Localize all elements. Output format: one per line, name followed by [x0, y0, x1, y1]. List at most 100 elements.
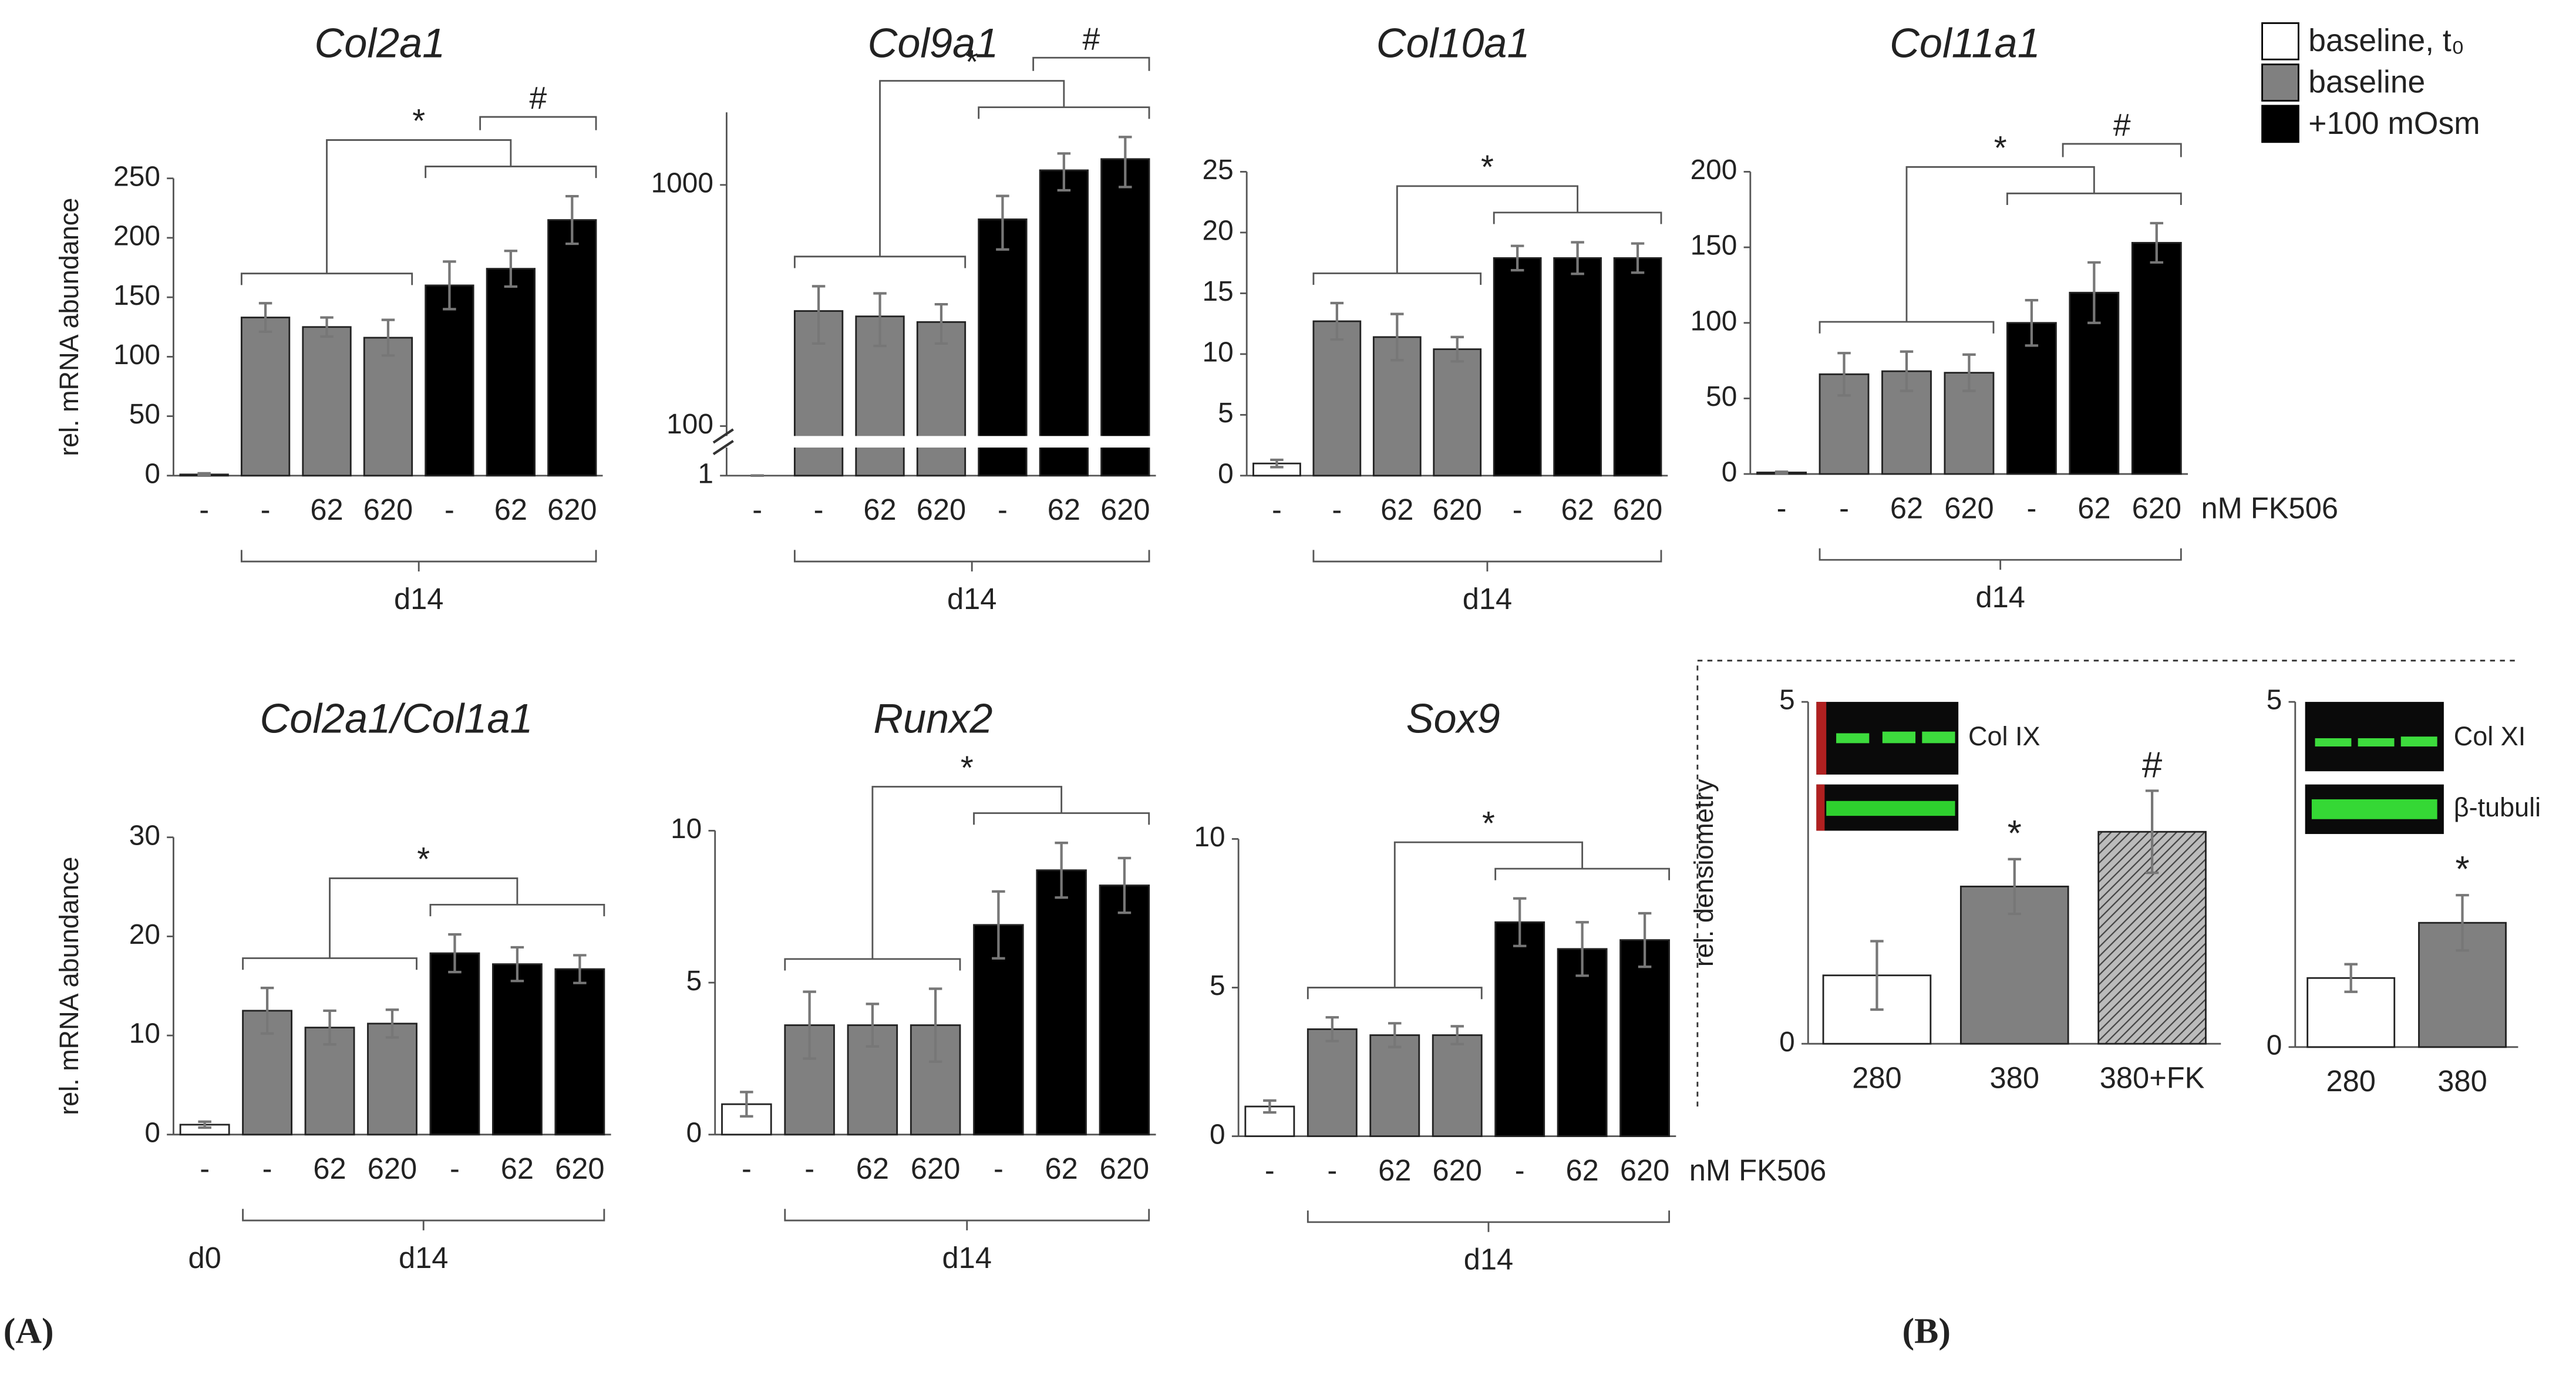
error-bar [811, 285, 826, 345]
x-tick-label: 62 [863, 493, 896, 526]
error-bar [996, 194, 1009, 251]
bar [486, 268, 536, 477]
x-tick-label: - [262, 1152, 272, 1185]
x-tick-label: 620 [363, 493, 413, 526]
bar [1432, 1034, 1483, 1138]
error-bar [2025, 299, 2039, 347]
significance-label: * [965, 43, 978, 80]
y-tick-label: 100 [113, 339, 160, 371]
chart-title: Sox9 [1406, 695, 1500, 741]
legend-label: baseline, t₀ [2308, 23, 2464, 58]
group-bracket [1306, 1210, 1671, 1232]
significance-label: * [1481, 149, 1494, 186]
x-tick-label: 62 [1380, 493, 1413, 526]
y-tick-label: 100 [1691, 305, 1737, 337]
x-tick-label: 620 [917, 493, 966, 526]
x-tick-label: - [2026, 491, 2036, 524]
x-tick-label: 620 [1433, 493, 1482, 526]
error-bar [2145, 789, 2159, 875]
x-tick-label: 620 [1944, 491, 1994, 524]
group-bracket [784, 1209, 1150, 1230]
bar [1312, 320, 1362, 477]
group-label: d14 [947, 582, 996, 615]
error-bar [1774, 470, 1789, 475]
bar [429, 952, 480, 1136]
error-bar [2344, 963, 2358, 993]
panel-label: (B) [1902, 1311, 1951, 1351]
x-tick-label: - [1515, 1153, 1525, 1187]
y-tick-label: 0 [2267, 1030, 2282, 1061]
group-label: d14 [1975, 580, 2025, 614]
error-bar [866, 1003, 880, 1048]
error-bar [2150, 221, 2164, 264]
error-bar [1575, 921, 1589, 977]
error-bar [573, 954, 587, 984]
bar [1036, 869, 1087, 1136]
group-label: d0 [188, 1241, 221, 1274]
x-tick-label: 62 [1565, 1153, 1598, 1187]
bar [1306, 1028, 1358, 1138]
x-tick-label: - [1265, 1153, 1275, 1187]
y-tick-label: 1000 [651, 167, 713, 199]
error-bar [2008, 857, 2022, 916]
x-tick-label: - [1327, 1153, 1337, 1187]
significance-label: * [412, 102, 425, 139]
group-label: d14 [399, 1241, 448, 1274]
x-tick-label: 620 [1433, 1153, 1482, 1187]
error-bar [323, 1009, 336, 1046]
y-tick-label: 10 [1203, 337, 1234, 368]
significance-bracket [1306, 841, 1671, 1000]
bar [1494, 921, 1545, 1138]
x-tick-label: - [1513, 493, 1523, 526]
error-bar [197, 472, 211, 477]
x-tick-label: - [200, 1152, 210, 1185]
y-tick-label: 0 [686, 1117, 702, 1148]
x-tick-label: 62 [494, 493, 527, 526]
error-bar [260, 987, 274, 1035]
error-bar [258, 302, 272, 333]
y-tick-label: 150 [1691, 230, 1737, 261]
error-bar [1837, 352, 1851, 397]
significance-label: * [1482, 805, 1495, 842]
x-tick-label: 62 [856, 1152, 889, 1185]
x-tick-label: - [1272, 493, 1282, 526]
x-tick-label: 620 [1100, 493, 1150, 526]
error-bar [1631, 242, 1645, 274]
bar [1433, 348, 1482, 477]
y-tick-label: 0 [1722, 457, 1737, 488]
y-tick-label: 5 [1210, 970, 1225, 1001]
error-bar [803, 990, 816, 1060]
y-tick-label: 0 [1210, 1119, 1225, 1150]
bar [2306, 977, 2396, 1048]
significance-label: # [2113, 108, 2131, 143]
error-bar [1263, 1099, 1277, 1114]
error-bar [381, 318, 395, 357]
bar [1100, 158, 1150, 477]
group-bracket [1819, 548, 2182, 570]
error-bar [1513, 897, 1527, 947]
error-bar [1117, 856, 1132, 914]
error-bar [443, 260, 456, 311]
x-tick-label: - [445, 493, 454, 526]
y-tick-label: 0 [1779, 1027, 1795, 1058]
error-bar [1450, 1025, 1464, 1045]
error-bar [1510, 244, 1524, 272]
x-tick-label: 380 [2437, 1064, 2487, 1098]
significance-bracket [479, 116, 597, 130]
x-tick-label: 620 [1613, 493, 1662, 526]
y-tick-label: 0 [144, 1117, 160, 1148]
y-axis-label: rel. mRNA abundance [54, 198, 84, 456]
bar [491, 963, 543, 1136]
x-tick-label: 620 [2132, 491, 2181, 524]
error-bar [1057, 152, 1071, 192]
error-bar [928, 987, 942, 1063]
group-label: d14 [394, 582, 443, 615]
y-tick-label: 10 [129, 1018, 160, 1050]
legend-swatch [2261, 63, 2299, 102]
x-tick-label: 62 [1890, 491, 1923, 524]
x-tick-label: 620 [911, 1152, 960, 1185]
panel-label: (A) [4, 1311, 54, 1351]
y-tick-label: 5 [1779, 685, 1795, 716]
significance-bracket [793, 80, 1150, 268]
x-tick-label: 62 [2077, 491, 2110, 524]
